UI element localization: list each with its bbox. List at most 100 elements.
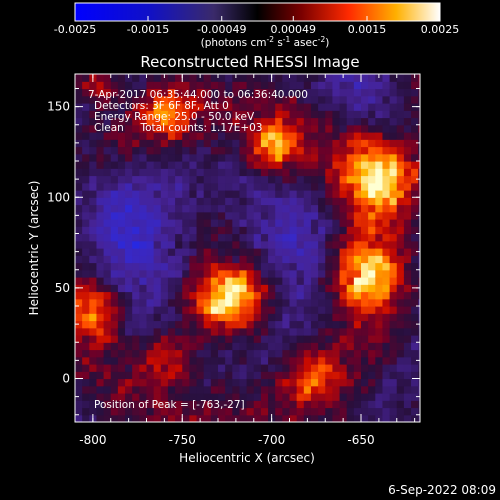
heatmap-cell <box>75 414 83 422</box>
heatmap-cell <box>368 298 376 307</box>
heatmap-cell <box>110 219 119 227</box>
heatmap-cell <box>82 269 90 278</box>
heatmap-cell <box>375 313 384 322</box>
heatmap-cell <box>396 407 405 416</box>
heatmap-cell <box>239 378 248 387</box>
heatmap-cell <box>153 313 162 322</box>
heatmap-cell <box>139 81 148 90</box>
heatmap-cell <box>89 378 98 387</box>
heatmap-cell <box>418 124 420 133</box>
heatmap-cell <box>268 110 276 119</box>
heatmap-cell <box>139 161 148 169</box>
heatmap-cell <box>361 364 369 372</box>
heatmap-cell <box>203 95 212 104</box>
heatmap-cell <box>160 327 169 336</box>
heatmap-cell <box>325 371 334 380</box>
heatmap-cell <box>246 132 255 140</box>
heatmap-cell <box>75 240 83 249</box>
heatmap-cell <box>189 284 198 293</box>
heatmap-cell <box>268 226 276 235</box>
heatmap-cell <box>303 400 312 409</box>
heatmap-cell <box>368 124 376 133</box>
heatmap-cell <box>368 393 376 401</box>
heatmap-cell <box>225 378 233 387</box>
detectors-annotation: Detectors: 3F 6F 8F, Att 0 <box>94 100 229 112</box>
heatmap-cell <box>389 248 398 256</box>
heatmap-cell <box>303 284 312 293</box>
heatmap-cell <box>353 320 362 329</box>
heatmap-cell <box>268 306 276 314</box>
heatmap-cell <box>146 146 155 155</box>
heatmap-cell <box>125 298 133 307</box>
heatmap-cell <box>353 356 362 365</box>
heatmap-cell <box>268 335 276 343</box>
heatmap-cell <box>353 95 362 104</box>
heatmap-cell <box>375 153 384 162</box>
heatmap-cell <box>139 74 148 82</box>
heatmap-cell <box>196 284 205 293</box>
heatmap-cell <box>139 103 148 111</box>
heatmap-cell <box>96 81 105 90</box>
heatmap-cell <box>96 255 105 264</box>
heatmap-cell <box>339 95 348 104</box>
heatmap-cell <box>175 298 183 307</box>
y-tick-label: 150 <box>47 100 70 114</box>
heatmap-cell <box>282 327 291 336</box>
heatmap-cell <box>396 248 405 256</box>
heatmap-cell <box>82 161 90 169</box>
heatmap-cell <box>318 161 326 169</box>
heatmap-cell <box>196 378 205 387</box>
heatmap-cell <box>310 320 319 329</box>
heatmap-cell <box>353 313 362 322</box>
heatmap-cell <box>189 407 198 416</box>
heatmap-cell <box>75 385 83 394</box>
heatmap-cell <box>368 110 376 119</box>
heatmap-cell <box>353 103 362 111</box>
heatmap-cell <box>182 146 190 155</box>
heatmap-cell <box>89 248 98 256</box>
heatmap-cell <box>361 313 369 322</box>
colorbar-ticks <box>74 16 441 21</box>
heatmap-cell <box>318 385 326 394</box>
heatmap-cell <box>289 204 298 213</box>
heatmap-cell <box>353 262 362 271</box>
heatmap-cell <box>403 335 412 343</box>
heatmap-cell <box>82 95 90 104</box>
heatmap-cell <box>96 132 105 140</box>
heatmap-cell <box>325 262 334 271</box>
heatmap-cell <box>275 298 283 307</box>
heatmap-cell <box>125 248 133 256</box>
heatmap-cell <box>260 335 269 343</box>
heatmap-cell <box>203 190 212 198</box>
heatmap-cell <box>203 385 212 394</box>
heatmap-cell <box>318 124 326 133</box>
heatmap-cell <box>196 407 205 416</box>
heatmap-cell <box>268 342 276 351</box>
heatmap-cell <box>260 81 269 90</box>
heatmap-cell <box>396 342 405 351</box>
heatmap-cell <box>167 262 176 271</box>
heatmap-cell <box>411 291 419 300</box>
heatmap-cell <box>275 385 283 394</box>
heatmap-cell <box>182 182 190 191</box>
heatmap-cell <box>411 313 419 322</box>
heatmap-cell <box>310 168 319 177</box>
heatmap-cell <box>260 306 269 314</box>
heatmap-cell <box>346 161 355 169</box>
heatmap-cell <box>225 197 233 206</box>
heatmap-cell <box>318 414 326 422</box>
heatmap-cell <box>182 219 190 227</box>
heatmap-cell <box>418 385 420 394</box>
heatmap-cell <box>382 74 391 82</box>
heatmap-cell <box>396 197 405 206</box>
heatmap-cell <box>96 414 105 422</box>
heatmap-cell <box>153 284 162 293</box>
heatmap-cell <box>96 197 105 206</box>
heatmap-cell <box>110 291 119 300</box>
heatmap-cell <box>167 400 176 409</box>
heatmap-cell <box>117 356 126 365</box>
heatmap-cell <box>260 393 269 401</box>
heatmap-cell <box>160 95 169 104</box>
heatmap-cell <box>332 153 341 162</box>
heatmap-cell <box>396 168 405 177</box>
